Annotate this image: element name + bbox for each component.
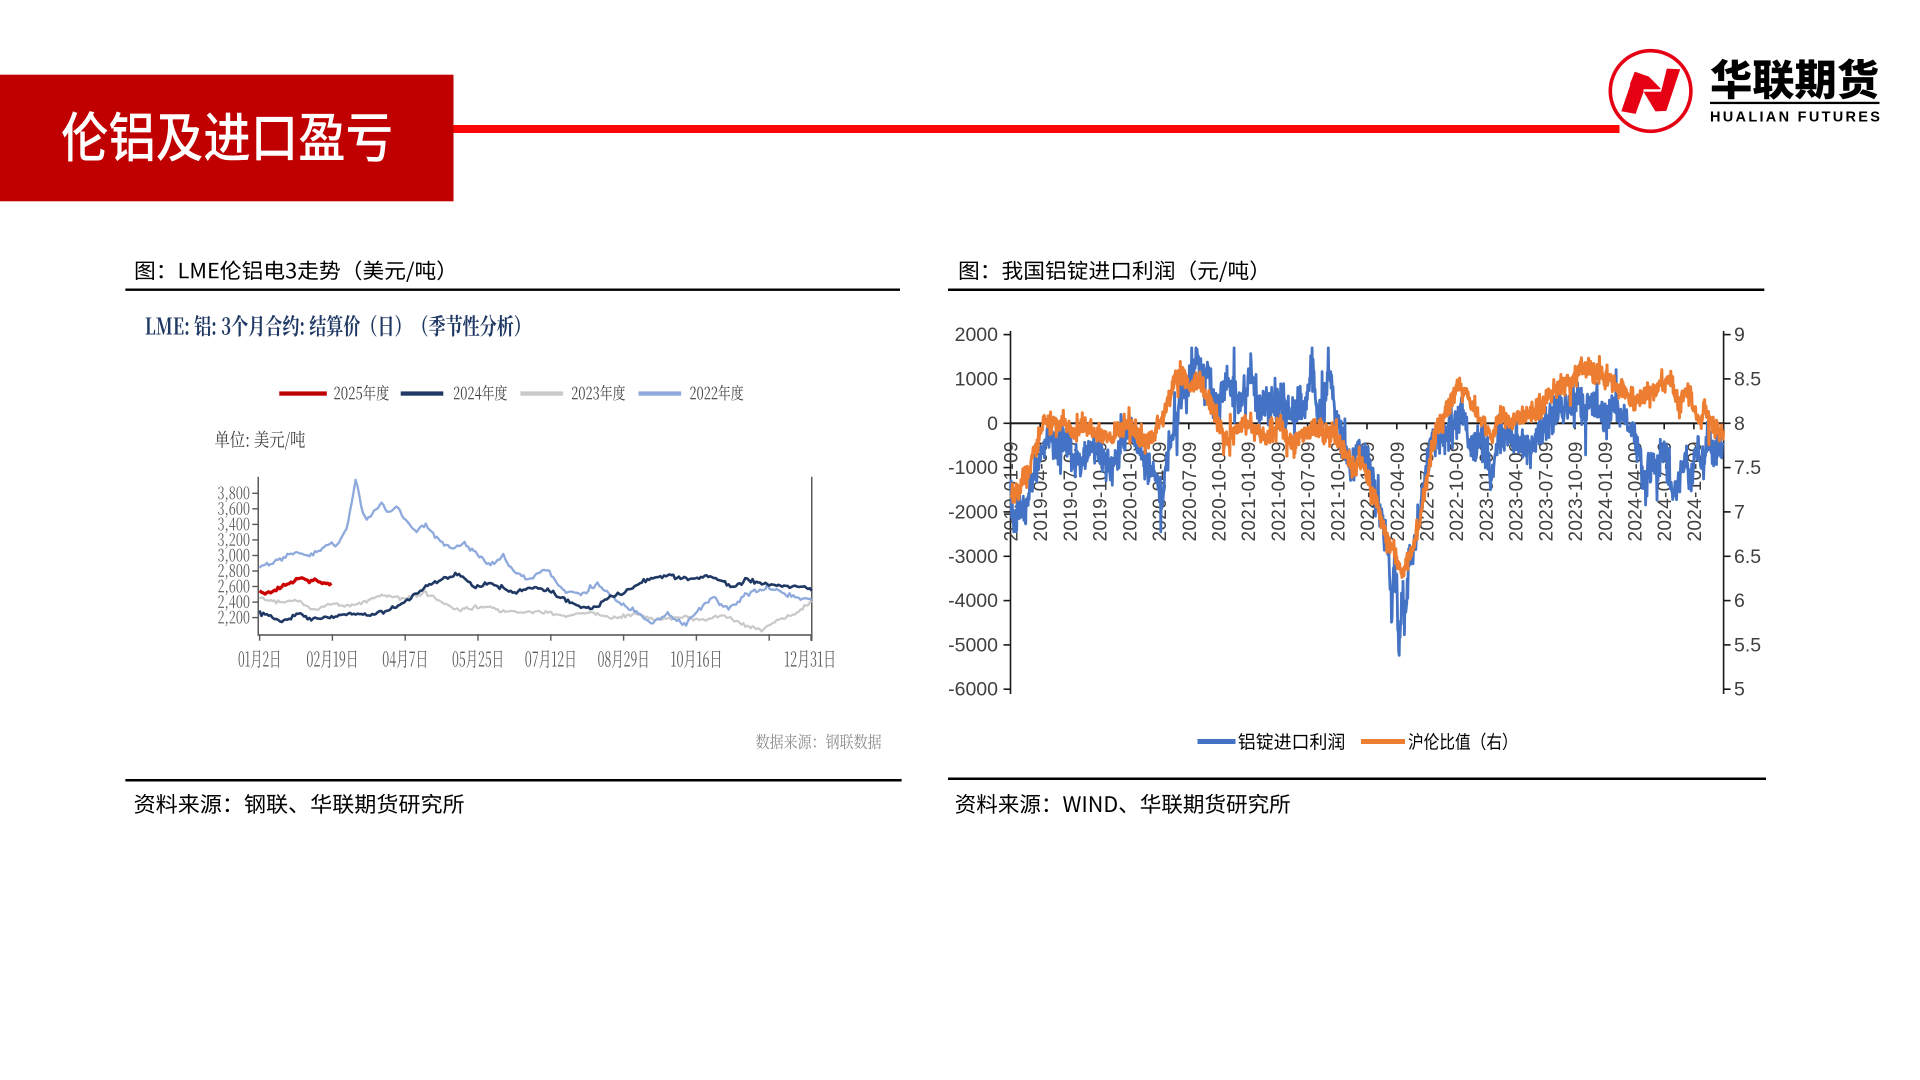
svg-text:2020-07-09: 2020-07-09 (1180, 441, 1201, 541)
svg-text:2022-04-09: 2022-04-09 (1388, 441, 1409, 541)
svg-text:1000: 1000 (955, 368, 999, 390)
svg-text:-1000: -1000 (948, 457, 998, 479)
svg-text:2023-10-09: 2023-10-09 (1566, 441, 1587, 541)
svg-text:HUALIAN FUTURES: HUALIAN FUTURES (1710, 110, 1882, 126)
svg-text:2021-04-09: 2021-04-09 (1269, 441, 1290, 541)
svg-text:2023-07-09: 2023-07-09 (1536, 441, 1557, 541)
svg-text:2022-07-09: 2022-07-09 (1418, 441, 1439, 541)
svg-text:-2000: -2000 (948, 501, 998, 523)
svg-text:9: 9 (1734, 324, 1745, 346)
svg-text:8: 8 (1734, 413, 1745, 435)
svg-text:7.5: 7.5 (1734, 457, 1761, 479)
svg-text:2021-01-09: 2021-01-09 (1239, 441, 1260, 541)
svg-text:2020-10-09: 2020-10-09 (1210, 441, 1231, 541)
svg-text:-3000: -3000 (948, 546, 998, 568)
svg-text:5.5: 5.5 (1734, 634, 1761, 656)
svg-text:-5000: -5000 (948, 634, 998, 656)
svg-text:-6000: -6000 (948, 679, 998, 701)
svg-text:5: 5 (1734, 679, 1745, 701)
svg-text:2020-01-09: 2020-01-09 (1120, 441, 1141, 541)
svg-text:2022-10-09: 2022-10-09 (1447, 441, 1468, 541)
svg-text:2021-07-09: 2021-07-09 (1299, 441, 1320, 541)
svg-text:2023-04-09: 2023-04-09 (1507, 441, 1528, 541)
svg-text:0: 0 (987, 413, 998, 435)
svg-text:2024-01-09: 2024-01-09 (1596, 441, 1617, 541)
svg-text:2000: 2000 (955, 324, 999, 346)
svg-text:-4000: -4000 (948, 590, 998, 612)
svg-text:6.5: 6.5 (1734, 546, 1761, 568)
svg-text:7: 7 (1734, 501, 1745, 523)
svg-text:6: 6 (1734, 590, 1745, 612)
svg-text:2021-10-09: 2021-10-09 (1328, 441, 1349, 541)
svg-text:8.5: 8.5 (1734, 368, 1761, 390)
